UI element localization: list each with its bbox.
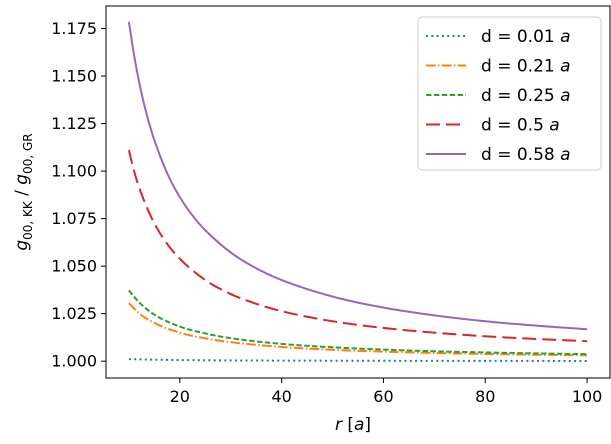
series-line-5 [127,21,588,331]
series-line-4 [127,149,588,343]
y-tick-label: 1.000 [51,352,97,371]
legend-box [417,16,602,171]
legend-label: d = 0.21 a [481,57,571,77]
x-tick-label: 80 [475,387,495,406]
legend-entries: d = 0.01 a d = 0.21 a d = 0.25 a d = 0.5 a d… [426,27,571,165]
y-tick-label: 1.050 [51,257,97,276]
plot-frame [105,5,611,379]
legend-label: d = 0.25 a [481,86,571,106]
legend-label: d = 0.01 a [481,27,571,47]
x-tick-label: 20 [170,387,190,406]
x-axis-label: r [a] [335,415,371,435]
series-layer [127,21,588,362]
x-tick-label: 40 [271,387,291,406]
x-tick-label: 100 [572,387,603,406]
y-tick-label: 1.175 [51,19,97,38]
series-line-2 [128,302,588,357]
series-line-3 [128,289,588,356]
y-tick-label: 1.100 [51,162,97,181]
y-axis-label: g00, KK / g00, GR [12,133,35,250]
series-line-1 [128,358,588,362]
legend: d = 0.01 a d = 0.21 a d = 0.25 a d = 0.5 a d… [417,16,602,171]
x-tick-label: 60 [373,387,393,406]
y-tick-label: 1.075 [51,209,97,228]
y-axis-ticks: 1.000 1.025 1.050 1.075 1.100 1.125 1.150 1.175 [51,19,106,371]
y-tick-label: 1.125 [51,114,97,133]
y-tick-label: 1.150 [51,67,97,86]
legend-label: d = 0.5 a [481,116,560,136]
x-axis-ticks: 20 40 60 80 100 [170,378,603,406]
legend-label: d = 0.58 a [481,145,571,165]
y-tick-label: 1.025 [51,304,97,323]
